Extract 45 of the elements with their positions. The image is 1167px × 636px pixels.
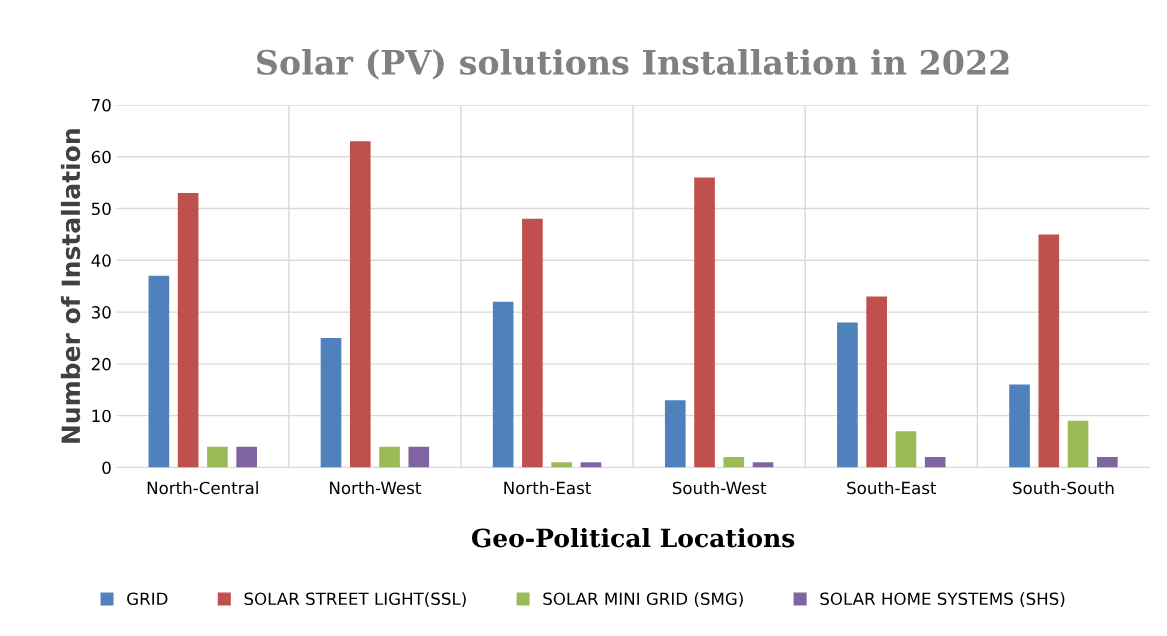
y-tick-label: 0 bbox=[102, 461, 111, 475]
bar bbox=[177, 192, 199, 468]
legend-label: GRID bbox=[127, 592, 168, 606]
y-tick-label: 70 bbox=[92, 98, 111, 112]
bar bbox=[551, 462, 572, 468]
y-tick-label: 10 bbox=[92, 409, 111, 423]
y-tick-label: 30 bbox=[91, 306, 111, 319]
bar bbox=[320, 337, 342, 468]
x-tick-label: South-East bbox=[847, 481, 937, 495]
bar bbox=[895, 431, 917, 468]
bar bbox=[236, 446, 257, 468]
x-tick-label: North-West bbox=[330, 481, 421, 495]
bar bbox=[522, 218, 543, 468]
bar bbox=[1096, 457, 1118, 468]
bar bbox=[694, 177, 715, 468]
bar bbox=[752, 462, 774, 468]
x-tick-label: South-West bbox=[672, 481, 767, 495]
bar bbox=[723, 457, 745, 468]
bar bbox=[664, 400, 686, 468]
bar bbox=[866, 296, 887, 468]
bar bbox=[1009, 384, 1030, 468]
bar bbox=[379, 446, 400, 468]
y-tick-label: 40 bbox=[91, 254, 111, 267]
legend-label: SOLAR HOME SYSTEMS (SHS) bbox=[820, 592, 1065, 608]
bar bbox=[1038, 234, 1060, 468]
chart-title: Solar (PV) solutions Installation in 2022 bbox=[257, 49, 1009, 80]
x-tick-label: North-East bbox=[504, 481, 591, 495]
bar bbox=[580, 462, 602, 468]
bar bbox=[492, 301, 514, 468]
bar bbox=[148, 275, 170, 468]
y-tick-label: 20 bbox=[91, 357, 111, 371]
x-tick-label: North-Central bbox=[147, 481, 258, 495]
bar bbox=[207, 446, 228, 468]
bar bbox=[924, 457, 946, 468]
y-axis-title: Number of Installation bbox=[60, 129, 81, 443]
x-tick-label: South-South bbox=[1013, 481, 1114, 495]
bar bbox=[837, 322, 858, 468]
bar bbox=[1067, 420, 1089, 468]
y-tick-label: 60 bbox=[91, 150, 111, 164]
x-axis-title: Geo-Political Locations bbox=[471, 528, 795, 548]
bar bbox=[349, 141, 371, 468]
legend-label: SOLAR MINI GRID (SMG) bbox=[543, 592, 743, 608]
legend-label: SOLAR STREET LIGHT(SSL) bbox=[244, 592, 466, 608]
bar bbox=[408, 446, 430, 468]
y-tick-label: 50 bbox=[91, 202, 111, 216]
